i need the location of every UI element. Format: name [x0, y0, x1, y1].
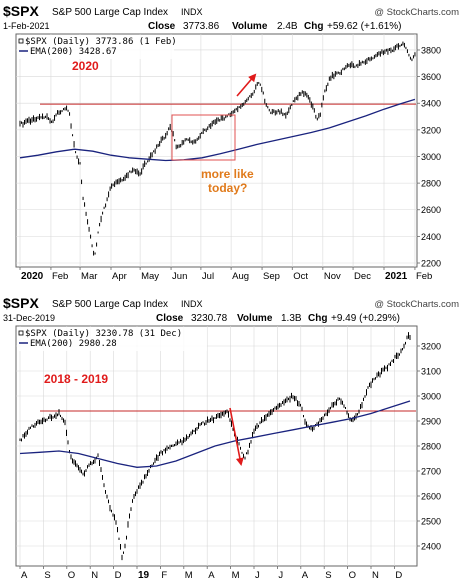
x-tick-label: D [395, 570, 402, 581]
x-tick-label: Jul [202, 271, 214, 282]
chart1-legend-price-swatch [18, 38, 24, 44]
y-tick-label: 3200 [421, 342, 441, 352]
chart1-chg-label: Chg [304, 21, 323, 32]
x-tick-label: Oct [293, 271, 308, 282]
x-tick-label: J [278, 570, 283, 581]
x-tick-label: 2020 [21, 271, 44, 282]
y-tick-label: 3000 [421, 392, 441, 402]
x-tick-label: N [372, 570, 379, 581]
x-tick-label: 2021 [385, 271, 408, 282]
x-tick-label: D [115, 570, 122, 581]
x-tick-label: N [91, 570, 98, 581]
y-tick-label: 2400 [421, 232, 441, 242]
chart2-annotation-years: 2018 - 2019 [44, 372, 108, 386]
y-tick-label: 3800 [421, 45, 441, 55]
chart1-legend-price: $SPX (Daily) 3773.86 (1 Feb) [25, 37, 177, 47]
x-tick-label: A [208, 570, 215, 581]
x-tick-label: S [44, 570, 50, 581]
chart1-annotation-year: 2020 [72, 59, 99, 73]
ema-200-line [19, 400, 411, 468]
chart1-legend-box [17, 35, 174, 59]
chart1-up-arrow [236, 73, 257, 97]
chart1-index-name: S&P 500 Large Cap Index [52, 7, 168, 18]
x-tick-label: Sep [263, 271, 280, 282]
y-tick-label: 3600 [421, 72, 441, 82]
ema-200-line [19, 98, 416, 162]
chart1-annotation-note-line2: today? [208, 181, 247, 195]
y-tick-label: 2600 [421, 205, 441, 215]
y-tick-label: 2600 [421, 492, 441, 502]
x-tick-label: Dec [354, 271, 371, 282]
x-tick-label: Nov [324, 271, 341, 282]
chart2-series [19, 332, 411, 561]
chart1-date: 1-Feb-2021 [3, 21, 50, 31]
chart1-x-axis: 2020 Feb Mar Apr May Jun Jul Aug Sep Oct Nov Dec 202… [19, 267, 432, 282]
x-tick-label: S [325, 570, 331, 581]
y-tick-label: 2400 [421, 542, 441, 552]
y-tick-label: 2800 [421, 179, 441, 189]
x-tick-label: M [232, 570, 240, 581]
chart1-legend-ema: EMA(200) 3428.67 [30, 47, 117, 57]
x-tick-label: 19 [138, 570, 150, 581]
chart1-watermark: @ StockCharts.com [374, 7, 459, 18]
y-tick-label: 3000 [421, 152, 441, 162]
chart1-close-label: Close [148, 21, 176, 32]
chart1-highlight-box [171, 114, 236, 161]
y-tick-label: 3200 [421, 125, 441, 135]
x-tick-label: F [161, 570, 167, 581]
x-tick-label: O [349, 570, 356, 581]
chart1-volume-label: Volume [232, 21, 268, 32]
chart2-volume-label: Volume [237, 313, 273, 324]
x-tick-label: Feb [416, 271, 432, 282]
x-tick-label: O [68, 570, 75, 581]
chart1-exchange: INDX [181, 7, 203, 17]
chart1-volume-value: 2.4B [277, 21, 298, 32]
chart2-grid [16, 326, 417, 566]
chart2-exchange: INDX [181, 299, 203, 309]
y-tick-label: 2900 [421, 417, 441, 427]
chart2-chg-label: Chg [308, 313, 327, 324]
chart2-date: 31-Dec-2019 [3, 313, 55, 323]
y-tick-label: 3100 [421, 367, 441, 377]
y-tick-label: 2500 [421, 517, 441, 527]
chart2-down-arrow [229, 407, 244, 466]
chart2-index-name: S&P 500 Large Cap Index [52, 299, 168, 310]
x-tick-label: M [185, 570, 193, 581]
chart2-legend-price: $SPX (Daily) 3230.78 (31 Dec) [25, 329, 182, 339]
y-tick-label: 3400 [421, 99, 441, 109]
x-tick-label: Jun [172, 271, 187, 282]
x-tick-label: A [21, 570, 28, 581]
chart1-symbol: $SPX [3, 3, 39, 19]
x-tick-label: Apr [112, 271, 127, 282]
chart2-y-axis: 2400 2500 2600 2700 2800 2900 3000 3100 3200 [417, 342, 441, 552]
chart2-volume-value: 1.3B [281, 313, 302, 324]
chart1-annotation-note-line1: more like [201, 167, 254, 181]
y-tick-label: 2200 [421, 259, 441, 269]
y-tick-label: 2800 [421, 442, 441, 452]
x-tick-label: A [302, 570, 309, 581]
chart2-close-label: Close [156, 313, 184, 324]
chart1-close-value: 3773.86 [183, 21, 220, 32]
x-tick-label: Mar [81, 271, 97, 282]
chart2-chg-value: +9.49 (+0.29%) [331, 313, 400, 324]
chart2-legend-price-swatch [18, 330, 24, 336]
chart1-chg-value: +59.62 (+1.61%) [327, 21, 402, 32]
chart2-watermark: @ StockCharts.com [374, 299, 459, 310]
chart2-symbol: $SPX [3, 295, 39, 311]
chart1-y-axis: 2200 2400 2600 2800 3000 3200 3400 3600 3800 [417, 45, 441, 269]
x-tick-label: Aug [232, 271, 249, 282]
x-tick-label: Feb [52, 271, 68, 282]
chart2-x-axis: A S O N D 19 F M A M J J A S O N D [19, 566, 402, 581]
x-tick-label: J [255, 570, 260, 581]
x-tick-label: May [141, 271, 159, 282]
chart2-legend-box [17, 327, 207, 351]
chart2-legend-ema: EMA(200) 2980.28 [30, 339, 117, 349]
chart2-close-value: 3230.78 [191, 313, 228, 324]
y-tick-label: 2700 [421, 467, 441, 477]
chart1-series [19, 41, 416, 256]
